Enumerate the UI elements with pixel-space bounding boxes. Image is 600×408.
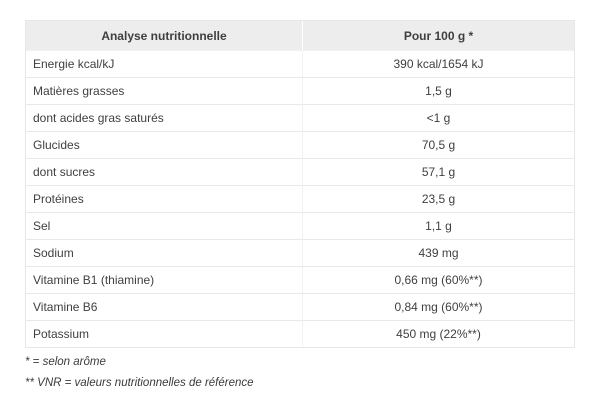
table-row-protein: Protéines 23,5 g <box>26 185 574 212</box>
nutrient-label: dont sucres <box>26 158 302 185</box>
nutrient-value: 0,84 mg (60%**) <box>302 293 574 320</box>
nutrient-label: Sel <box>26 212 302 239</box>
nutrient-label: Vitamine B1 (thiamine) <box>26 266 302 293</box>
nutrient-label: Potassium <box>26 320 302 347</box>
header-per-100g: Pour 100 g * <box>302 21 574 50</box>
nutrient-label: Protéines <box>26 185 302 212</box>
nutrient-label: Glucides <box>26 131 302 158</box>
table-row-sodium: Sodium 439 mg <box>26 239 574 266</box>
table-row-sugars: dont sucres 57,1 g <box>26 158 574 185</box>
nutrient-label: Energie kcal/kJ <box>26 50 302 77</box>
nutrient-value: 1,5 g <box>302 77 574 104</box>
nutrient-value: 0,66 mg (60%**) <box>302 266 574 293</box>
nutrient-value: 70,5 g <box>302 131 574 158</box>
nutrient-value: 1,1 g <box>302 212 574 239</box>
nutrition-panel: Analyse nutritionnelle Pour 100 g * Ener… <box>25 20 575 397</box>
table-row-fat: Matières grasses 1,5 g <box>26 77 574 104</box>
table-row-energy: Energie kcal/kJ 390 kcal/1654 kJ <box>26 50 574 77</box>
nutrient-value: 390 kcal/1654 kJ <box>302 50 574 77</box>
footnotes: * = selon arôme ** VNR = valeurs nutriti… <box>25 355 575 390</box>
nutrient-value: <1 g <box>302 104 574 131</box>
table-row-vitamin-b6: Vitamine B6 0,84 mg (60%**) <box>26 293 574 320</box>
nutrient-label: Sodium <box>26 239 302 266</box>
table-row-potassium: Potassium 450 mg (22%**) <box>26 320 574 347</box>
nutrient-label: Vitamine B6 <box>26 293 302 320</box>
nutrient-value: 57,1 g <box>302 158 574 185</box>
nutrition-table: Analyse nutritionnelle Pour 100 g * Ener… <box>25 20 575 348</box>
nutrient-value: 450 mg (22%**) <box>302 320 574 347</box>
table-row-saturated-fat: dont acides gras saturés <1 g <box>26 104 574 131</box>
nutrient-label: Matières grasses <box>26 77 302 104</box>
table-row-vitamin-b1: Vitamine B1 (thiamine) 0,66 mg (60%**) <box>26 266 574 293</box>
nutrient-value: 439 mg <box>302 239 574 266</box>
table-header-row: Analyse nutritionnelle Pour 100 g * <box>26 21 574 50</box>
footnote-vnr: ** VNR = valeurs nutritionnelles de réfé… <box>25 377 254 389</box>
nutrient-value: 23,5 g <box>302 185 574 212</box>
nutrient-label: dont acides gras saturés <box>26 104 302 131</box>
footnote-flavor: * = selon arôme <box>25 356 106 368</box>
header-analysis: Analyse nutritionnelle <box>26 21 302 50</box>
table-row-carbohydrates: Glucides 70,5 g <box>26 131 574 158</box>
table-row-salt: Sel 1,1 g <box>26 212 574 239</box>
